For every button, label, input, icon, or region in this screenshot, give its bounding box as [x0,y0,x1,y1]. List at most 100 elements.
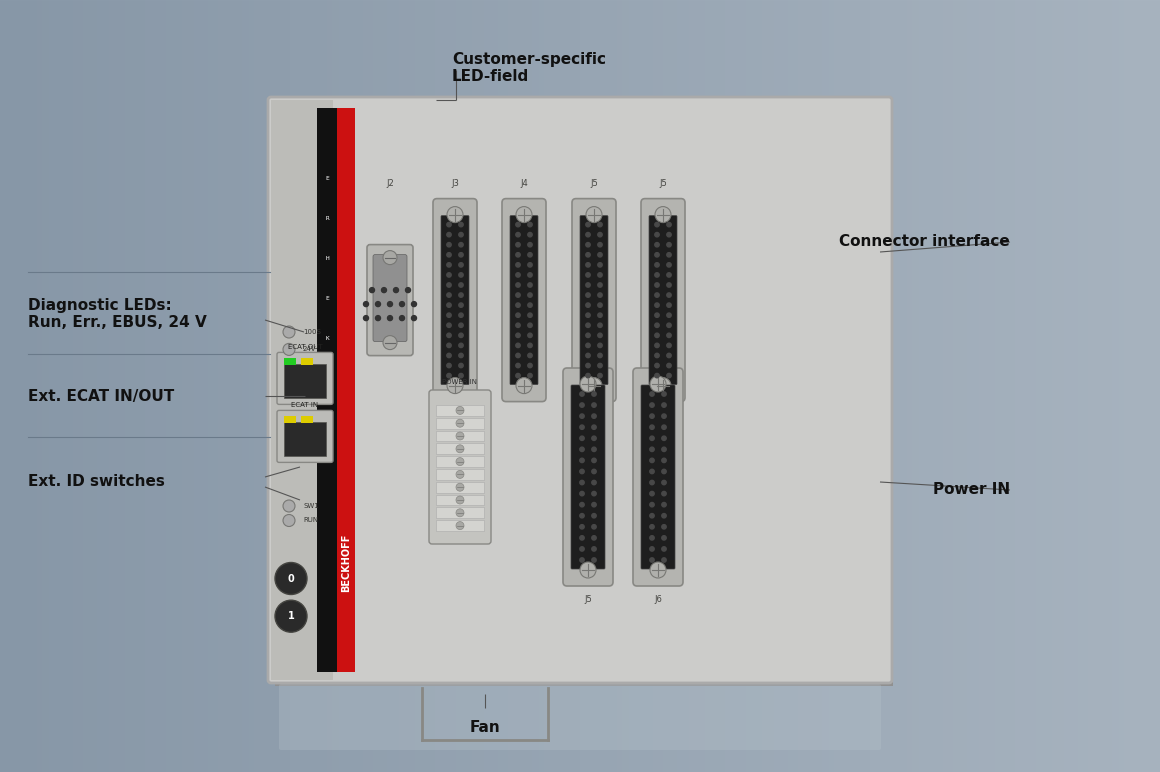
Circle shape [654,323,659,327]
Circle shape [447,252,451,257]
FancyBboxPatch shape [433,198,477,401]
Circle shape [667,252,672,257]
Circle shape [528,232,532,237]
Circle shape [592,459,596,462]
Text: SW1: SW1 [303,503,319,509]
Bar [317,108,338,672]
Text: 0: 0 [288,574,295,584]
Circle shape [516,313,520,317]
Circle shape [459,273,463,277]
Circle shape [516,283,520,287]
Text: Power IN: Power IN [933,482,1010,497]
Circle shape [456,458,464,466]
Circle shape [662,403,666,408]
Circle shape [662,469,666,474]
Circle shape [516,364,520,367]
Circle shape [516,344,520,347]
Circle shape [370,288,375,293]
Text: Ext. ID switches: Ext. ID switches [28,475,165,489]
Circle shape [580,469,585,474]
Text: J5: J5 [585,595,592,604]
Circle shape [456,470,464,479]
Circle shape [655,207,670,222]
Circle shape [283,326,295,338]
Circle shape [376,302,380,306]
Circle shape [667,242,672,247]
Circle shape [592,558,596,562]
Circle shape [650,513,654,518]
FancyBboxPatch shape [429,390,491,544]
Circle shape [516,262,520,267]
Circle shape [580,376,596,392]
Circle shape [516,354,520,357]
Circle shape [363,316,369,320]
Circle shape [650,562,666,578]
Text: R: R [325,215,329,221]
Circle shape [283,514,295,527]
Circle shape [654,293,659,297]
Circle shape [528,344,532,347]
Circle shape [650,392,654,396]
FancyBboxPatch shape [502,198,546,401]
Bar [284,416,296,423]
Circle shape [667,344,672,347]
Circle shape [650,525,654,529]
Circle shape [516,207,532,222]
Circle shape [650,547,654,551]
Circle shape [456,419,464,427]
Circle shape [586,262,590,267]
Circle shape [597,242,602,247]
Circle shape [586,242,590,247]
Circle shape [654,334,659,337]
Circle shape [456,483,464,491]
Circle shape [459,222,463,227]
Circle shape [387,302,392,306]
Circle shape [662,459,666,462]
FancyBboxPatch shape [441,215,469,384]
Text: R: R [325,415,329,421]
Circle shape [592,525,596,529]
Text: J4: J4 [520,179,528,188]
Circle shape [580,447,585,452]
Text: 24V: 24V [303,347,317,352]
Circle shape [580,503,585,507]
Circle shape [592,436,596,441]
FancyBboxPatch shape [580,215,608,384]
Circle shape [597,273,602,277]
Circle shape [667,313,672,317]
Circle shape [516,293,520,297]
Circle shape [447,303,451,307]
Circle shape [667,273,672,277]
Circle shape [662,525,666,529]
Circle shape [412,316,416,320]
Circle shape [283,344,295,355]
Text: POWER IN: POWER IN [442,379,478,385]
Circle shape [376,316,380,320]
Circle shape [592,503,596,507]
Circle shape [447,293,451,297]
Text: ECAT OUT: ECAT OUT [288,344,322,350]
Circle shape [662,480,666,485]
Circle shape [275,563,307,594]
Circle shape [580,403,585,408]
Circle shape [580,480,585,485]
Circle shape [592,392,596,396]
Circle shape [456,432,464,440]
Bar [284,364,326,398]
Bar [271,100,333,680]
Circle shape [586,354,590,357]
Circle shape [459,334,463,337]
Circle shape [528,354,532,357]
Circle shape [459,313,463,317]
Bar [436,443,484,454]
Circle shape [650,403,654,408]
Circle shape [387,316,392,320]
Text: ECAT IN: ECAT IN [291,402,319,408]
Circle shape [650,503,654,507]
Circle shape [662,492,666,496]
Text: K: K [325,336,329,340]
Circle shape [662,392,666,396]
Text: T: T [325,375,329,381]
Circle shape [654,232,659,237]
FancyBboxPatch shape [277,352,333,405]
